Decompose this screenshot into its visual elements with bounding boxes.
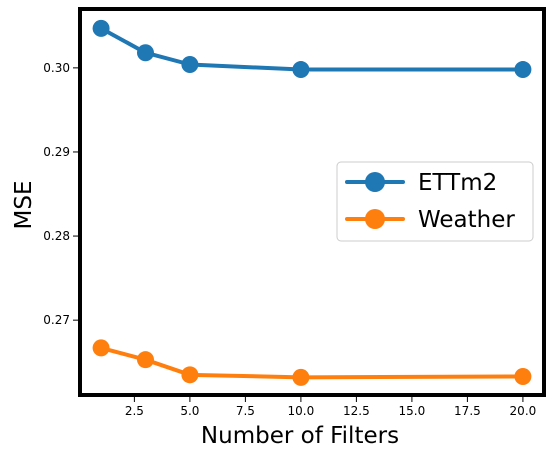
legend-label-0: ETTm2 <box>418 170 497 196</box>
x-tick-label-5: 15.0 <box>399 404 426 418</box>
data-point-1-1 <box>136 351 154 369</box>
y-tick-label-1: 0.28 <box>43 229 70 243</box>
data-point-1-2 <box>181 366 199 384</box>
x-tick-label-3: 10.0 <box>288 404 315 418</box>
legend-label-1: Weather <box>418 207 515 233</box>
data-point-0-2 <box>181 56 199 74</box>
x-tick-label-4: 12.5 <box>343 404 370 418</box>
x-tick-label-2: 7.5 <box>236 404 255 418</box>
data-point-0-3 <box>292 61 310 79</box>
x-axis-label: Number of Filters <box>201 423 399 449</box>
data-point-0-1 <box>136 44 154 62</box>
data-point-1-0 <box>92 339 110 357</box>
data-point-0-0 <box>92 19 110 37</box>
plot-layer <box>92 19 532 386</box>
y-tick-label-2: 0.29 <box>43 145 70 159</box>
legend-marker-0 <box>365 172 385 192</box>
y-axis-label: MSE <box>11 181 37 230</box>
axes-layer: 2.5 5.0 7.5 10.0 12.5 15.0 17.5 20.0 0.27 0.28 0.2… <box>43 7 546 418</box>
x-tick-label-6: 17.5 <box>454 404 481 418</box>
y-tick-label-0: 0.27 <box>43 313 70 327</box>
x-tick-label-1: 5.0 <box>180 404 199 418</box>
legend: ETTm2 Weather <box>336 161 534 242</box>
data-point-0-4 <box>514 61 532 79</box>
y-tick-label-3: 0.30 <box>43 61 70 75</box>
data-point-1-4 <box>514 367 532 385</box>
x-tick-label-0: 2.5 <box>125 404 144 418</box>
plot-frame <box>78 7 546 397</box>
data-point-1-3 <box>292 368 310 386</box>
legend-marker-1 <box>365 209 385 229</box>
x-tick-label-7: 20.0 <box>510 404 537 418</box>
